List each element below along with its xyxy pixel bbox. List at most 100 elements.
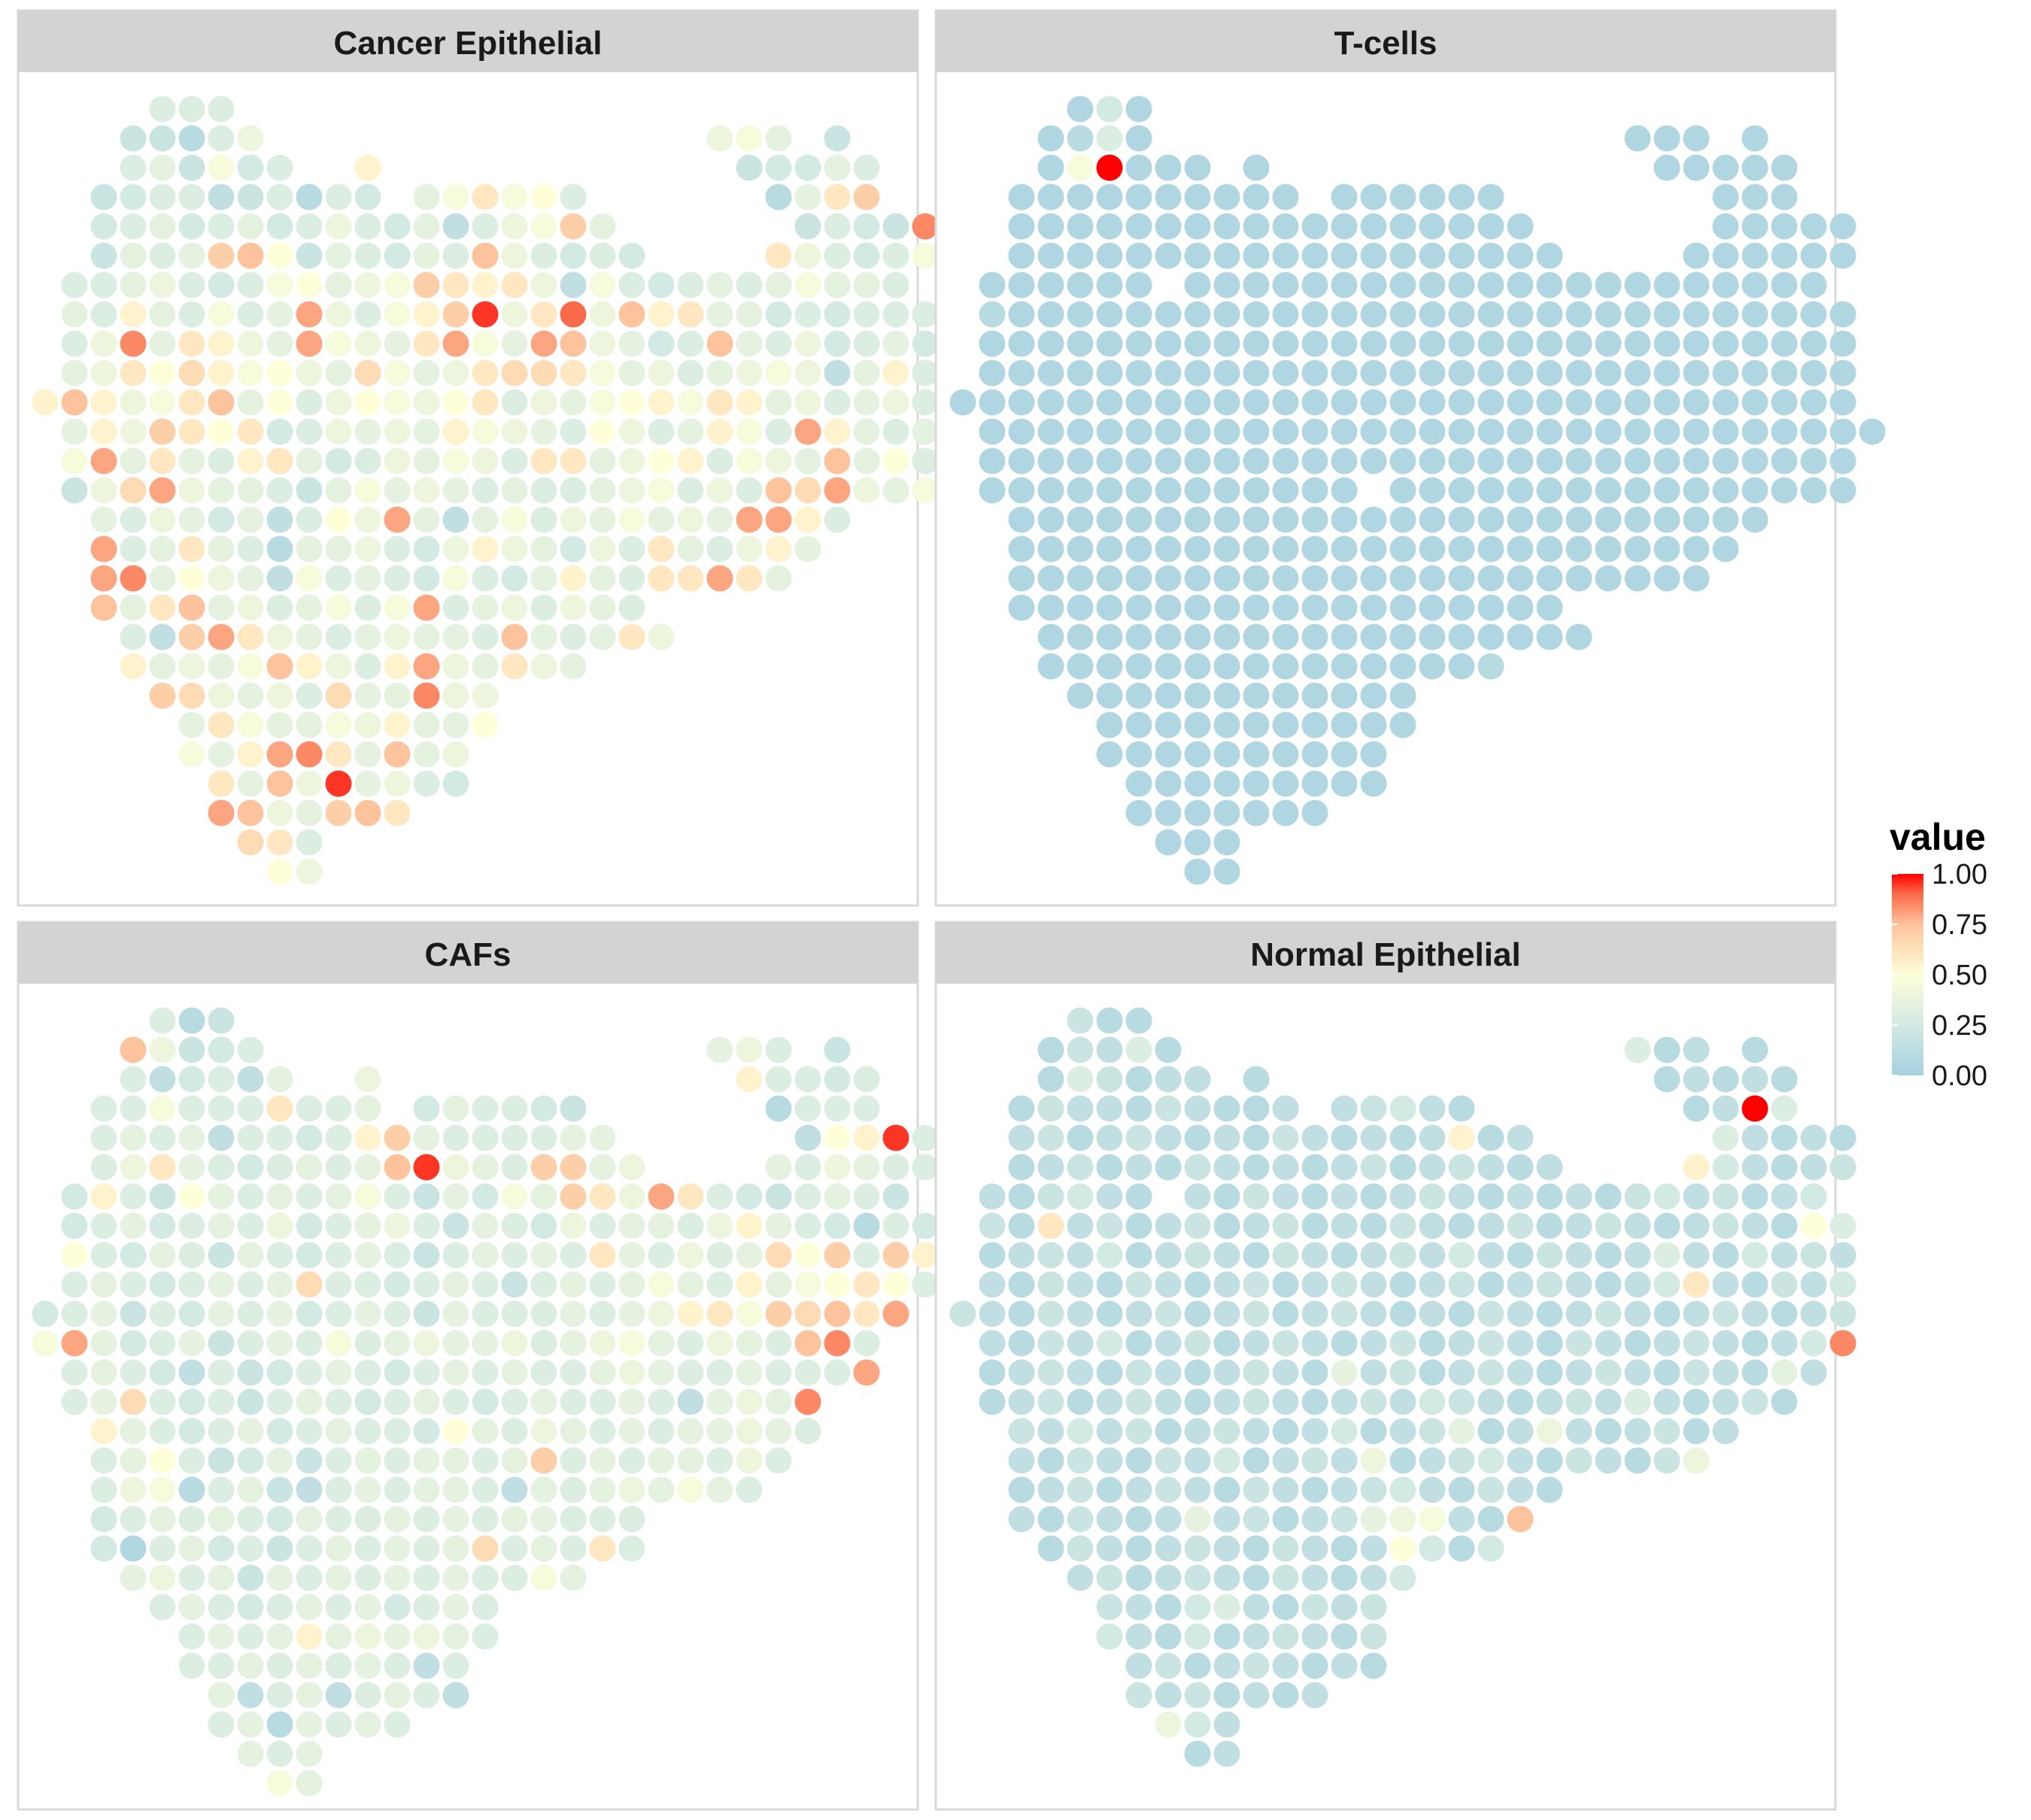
spot-point	[178, 271, 205, 299]
spot-point	[1037, 1095, 1064, 1122]
spot-point	[1683, 359, 1710, 387]
spot-point	[296, 1271, 323, 1298]
spot-point	[296, 1535, 323, 1562]
spot-point	[237, 1623, 264, 1650]
spot-point	[1155, 1652, 1182, 1679]
spot-point	[560, 330, 587, 357]
spot-point	[1360, 682, 1387, 709]
spot-point	[1448, 1271, 1475, 1298]
spot-point	[677, 359, 704, 387]
spot-point	[1125, 1154, 1152, 1181]
spot-point	[1536, 1154, 1563, 1181]
spot-point	[208, 741, 235, 768]
spot-point	[325, 1564, 352, 1591]
spot-point	[1800, 477, 1827, 504]
spot-point	[1712, 1154, 1739, 1181]
spot-point	[1331, 741, 1358, 768]
spot-point	[1213, 1564, 1240, 1591]
spot-point	[1800, 418, 1827, 445]
spot-point	[120, 1124, 147, 1151]
spot-point	[648, 301, 675, 328]
spot-point	[1037, 154, 1064, 181]
spot-point	[1419, 213, 1446, 240]
spot-point	[325, 653, 352, 680]
spot-point	[1771, 271, 1798, 299]
spot-point	[296, 799, 323, 827]
spot-point	[1008, 1212, 1035, 1239]
spot-point	[1771, 1212, 1798, 1239]
spot-point	[208, 125, 235, 152]
spot-point	[1771, 213, 1798, 240]
spot-point	[794, 1271, 821, 1298]
spot-point	[1419, 1330, 1446, 1357]
spot-point	[1507, 1271, 1534, 1298]
spot-point	[149, 1036, 176, 1063]
spot-point	[618, 1212, 645, 1239]
spot-point	[1184, 359, 1211, 387]
spot-point	[1213, 1476, 1240, 1503]
spot-point	[1067, 1300, 1094, 1327]
spot-point	[266, 623, 293, 651]
spot-point	[354, 653, 381, 680]
spot-point	[1272, 213, 1299, 240]
spot-point	[442, 389, 469, 416]
spot-point	[1683, 1154, 1710, 1181]
spot-point	[178, 447, 205, 475]
spot-point	[208, 1242, 235, 1269]
spot-point	[1272, 1388, 1299, 1415]
spot-point	[208, 1388, 235, 1415]
spot-point	[1419, 447, 1446, 475]
spot-point	[736, 271, 763, 299]
spot-point	[1683, 271, 1710, 299]
spot-point	[1419, 1535, 1446, 1562]
spot-point	[1419, 506, 1446, 533]
spot-point	[296, 301, 323, 328]
spot-point	[90, 1418, 117, 1445]
spot-point	[1272, 594, 1299, 621]
spot-point	[1155, 682, 1182, 709]
spot-point	[1477, 1506, 1504, 1533]
spot-point	[266, 565, 293, 592]
spot-point	[296, 213, 323, 240]
spot-point	[1389, 1447, 1416, 1474]
spot-point	[501, 242, 528, 269]
spot-point	[1829, 301, 1856, 328]
spot-point	[237, 506, 264, 533]
spot-point	[266, 359, 293, 387]
spot-point	[1301, 565, 1328, 592]
spot-point	[794, 1242, 821, 1269]
spot-point	[325, 1388, 352, 1415]
spot-point	[1653, 389, 1680, 416]
spot-point	[325, 1711, 352, 1738]
spot-point	[266, 594, 293, 621]
spot-point	[1507, 213, 1534, 240]
spot-point	[677, 477, 704, 504]
spot-point	[706, 1212, 733, 1239]
spot-point	[824, 271, 851, 299]
spot-point	[472, 535, 499, 563]
spot-point	[765, 242, 792, 269]
spot-point	[384, 1300, 411, 1327]
spot-point	[1243, 799, 1270, 827]
spot-point	[677, 447, 704, 475]
spot-point	[296, 1564, 323, 1591]
spot-point	[706, 1359, 733, 1386]
spot-point	[237, 770, 264, 797]
spot-point	[237, 477, 264, 504]
spot-point	[1683, 1095, 1710, 1122]
spot-point	[560, 1388, 587, 1415]
spot-point	[1448, 477, 1475, 504]
spot-point	[1125, 1007, 1152, 1034]
spot-point	[618, 1154, 645, 1181]
spot-point	[442, 565, 469, 592]
spot-point	[472, 1300, 499, 1327]
spot-point	[853, 1095, 880, 1122]
spot-point	[1419, 565, 1446, 592]
spot-point	[1272, 1594, 1299, 1621]
spot-point	[472, 271, 499, 299]
spot-point	[149, 1242, 176, 1269]
spot-point	[1008, 1300, 1035, 1327]
spot-point	[1477, 506, 1504, 533]
spot-point	[325, 1359, 352, 1386]
